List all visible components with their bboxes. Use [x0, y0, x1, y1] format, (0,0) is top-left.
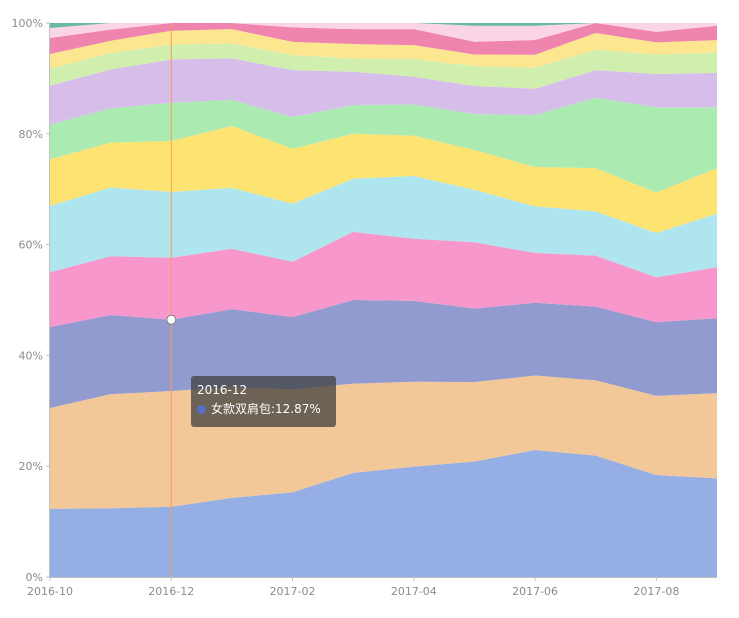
- x-tick-label: 2016-10: [27, 585, 73, 598]
- x-tick-label: 2017-02: [270, 585, 316, 598]
- x-tick-label: 2017-08: [633, 585, 679, 598]
- hover-point-marker: [166, 314, 177, 325]
- y-tick-label: 60%: [19, 239, 43, 252]
- series-area-3: [50, 231, 717, 328]
- series-area-11: [50, 23, 717, 42]
- tooltip-series-dot: [197, 404, 206, 414]
- y-tick-label: 0%: [26, 571, 43, 584]
- tooltip-label: 女款双肩包:12.87%: [211, 402, 321, 416]
- axes-layer: 0% 20% 40% 60% 80% 100% 2016-10 2016-12 2017-02 2…: [12, 17, 717, 598]
- series-area-12: [50, 23, 717, 28]
- areas-layer: [50, 23, 717, 577]
- y-tick-label: 40%: [19, 349, 43, 362]
- y-tick-label: 80%: [19, 128, 43, 141]
- y-tick-label: 100%: [12, 17, 43, 30]
- x-tick-label: 2017-04: [391, 585, 437, 598]
- x-tick-label: 2017-06: [512, 585, 558, 598]
- series-area-10: [50, 23, 717, 55]
- x-tick-label: 2016-12: [148, 585, 194, 598]
- tooltip: 2016-12 女款双肩包:12.87%: [191, 376, 336, 427]
- series-area-8: [50, 43, 717, 89]
- series-area-5: [50, 125, 717, 233]
- series-area-0: [50, 450, 717, 577]
- y-tick-label: 20%: [19, 460, 43, 473]
- series-area-9: [50, 29, 717, 69]
- tooltip-title: 2016-12: [197, 383, 248, 397]
- hover-layer: [166, 23, 177, 577]
- tooltip-row: 女款双肩包:12.87%: [197, 401, 330, 417]
- series-area-4: [50, 176, 717, 278]
- series-area-7: [50, 58, 717, 125]
- series-area-6: [50, 97, 717, 193]
